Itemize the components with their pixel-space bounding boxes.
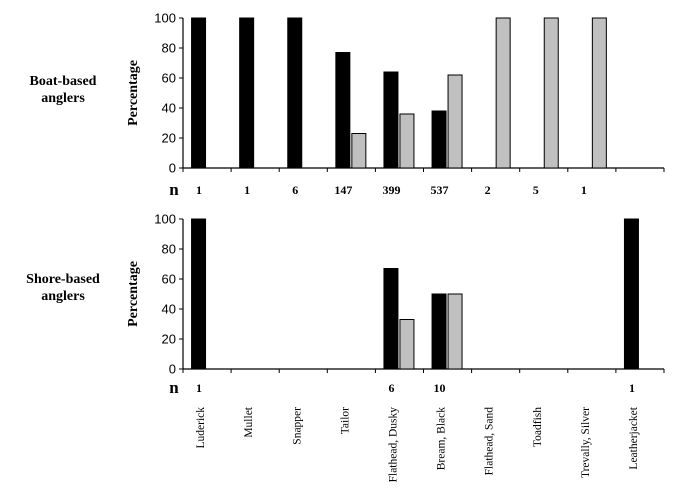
bar-series1 [431,110,447,169]
n-value: 6 [388,381,394,395]
n-value: 10 [434,381,446,395]
n-label: n [169,378,179,397]
x-category-label: Tailor [339,407,351,434]
n-value: 1 [196,183,202,197]
x-category-label: Luderick [195,407,207,449]
bar-series1 [431,293,447,370]
n-value: 1 [629,381,635,395]
y-tick-label: 60 [162,71,176,86]
bar-series1 [287,17,303,169]
y-tick-label: 20 [162,131,176,146]
n-value: 147 [334,183,352,197]
n-value: 1 [196,381,202,395]
panel-boat: Boat-based anglers Percentage 0 20 40 60 80 100 n… [30,11,665,199]
bar-series1 [383,71,399,169]
bar-series2 [447,74,463,169]
bar-series1 [239,17,255,169]
n-value: 5 [533,183,539,197]
y-axis-label: Percentage [126,261,141,327]
x-category-label: Leatherjacket [628,406,640,469]
bar-series2 [591,17,607,169]
n-value: 537 [431,183,449,197]
y-tick-label: 40 [162,302,176,317]
y-tick-label: 80 [162,41,176,56]
bar-series2 [495,17,511,169]
x-category-label: Toadfish [532,407,544,447]
x-category-label: Flathead, Sand [484,407,496,476]
y-tick-label: 20 [162,332,176,347]
bar-series2 [543,17,559,169]
x-category-label: Snapper [291,407,303,445]
panel-label: Boat-based [30,74,97,89]
bar-series1 [335,52,351,169]
panel-label: anglers [41,289,85,304]
y-axis-label: Percentage [126,60,141,126]
n-value: 1 [244,183,250,197]
y-tick-label: 100 [154,212,176,227]
y-tick-label: 100 [154,11,176,26]
panel-shore: Shore-based anglers Percentage 0 20 40 60 80 100… [26,212,665,397]
n-label: n [169,180,179,199]
bar-series1 [623,218,639,370]
x-category-label: Mullet [243,406,255,437]
bar-series2 [447,293,463,370]
panel-label: anglers [41,91,85,106]
y-tick-label: 80 [162,242,176,257]
bar-series2 [399,113,415,169]
n-value: 6 [292,183,298,197]
n-value: 2 [485,183,491,197]
bar-series1 [383,268,399,370]
panel-label: Shore-based [26,272,100,287]
bar-series1 [191,17,207,169]
n-value: 399 [382,183,400,197]
x-category-label: Trevally, Silver [580,407,592,478]
y-tick-label: 0 [169,362,176,377]
y-tick-label: 0 [169,161,176,176]
y-tick-label: 60 [162,272,176,287]
x-category-label: Bream, Black [436,407,448,470]
n-value: 1 [581,183,587,197]
x-category-label: Flathead, Dusky [387,407,399,483]
bar-series2 [399,319,415,370]
y-tick-label: 40 [162,101,176,116]
bar-series1 [191,218,207,370]
bar-series2 [351,133,367,169]
